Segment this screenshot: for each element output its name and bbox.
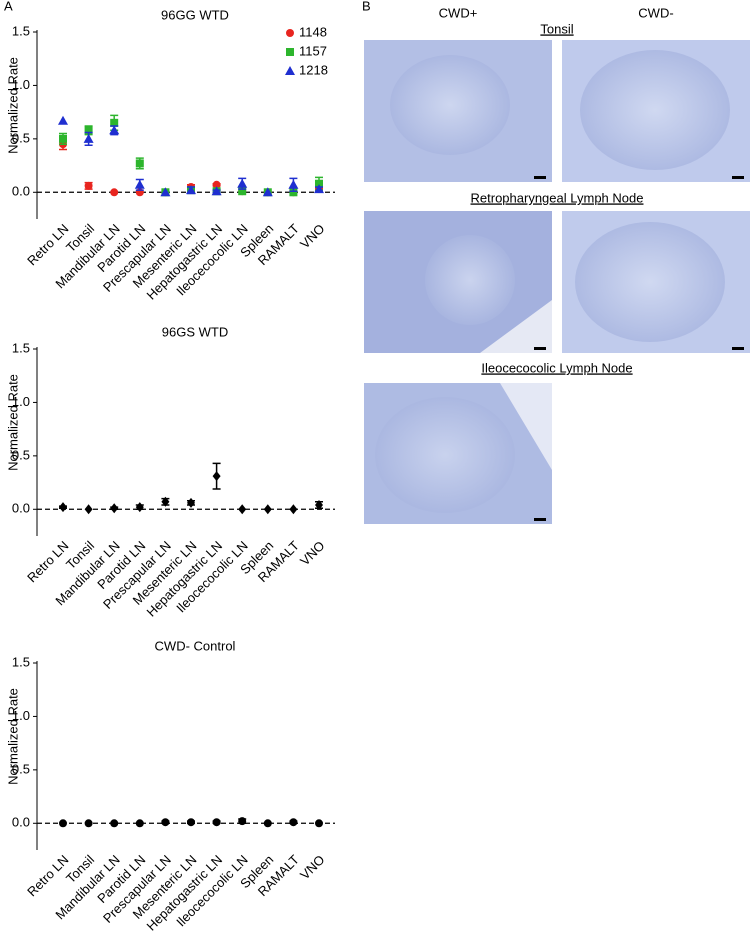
marker bbox=[289, 818, 298, 827]
marker bbox=[263, 504, 272, 515]
panel-label: A bbox=[4, 0, 13, 13]
chart-title: CWD- Control bbox=[155, 638, 236, 653]
marker bbox=[110, 118, 119, 127]
micrograph bbox=[562, 211, 750, 353]
marker bbox=[286, 48, 294, 56]
marker bbox=[238, 817, 247, 826]
y-tick-label: 1.5 bbox=[12, 340, 30, 355]
y-tick-label: 1.0 bbox=[12, 77, 30, 92]
marker bbox=[110, 819, 119, 828]
marker bbox=[161, 818, 170, 827]
y-tick-label: 1.0 bbox=[12, 394, 30, 409]
micrograph bbox=[562, 40, 750, 182]
marker bbox=[212, 818, 221, 827]
marker bbox=[285, 66, 295, 75]
marker bbox=[315, 819, 323, 828]
y-tick-label: 1.0 bbox=[12, 708, 30, 723]
marker bbox=[286, 29, 294, 37]
column-label: CWD- bbox=[638, 5, 673, 20]
y-tick-label: 0.5 bbox=[12, 761, 30, 776]
marker bbox=[134, 179, 145, 189]
chart-title: 96GS WTD bbox=[162, 324, 228, 339]
y-tick-label: 0.5 bbox=[12, 447, 30, 462]
y-tick-label: 1.5 bbox=[12, 23, 30, 38]
column-label: CWD+ bbox=[439, 5, 478, 20]
marker bbox=[110, 188, 119, 197]
row-label: Ileocecocolic Lymph Node bbox=[481, 360, 632, 375]
x-tick-label: VNO bbox=[297, 538, 328, 569]
marker bbox=[212, 471, 221, 482]
y-tick-label: 0.0 bbox=[12, 184, 30, 199]
marker bbox=[187, 818, 195, 827]
y-axis-label: Normalized Rate bbox=[5, 688, 20, 785]
marker bbox=[58, 115, 68, 125]
marker bbox=[160, 187, 171, 197]
marker bbox=[314, 184, 324, 194]
marker bbox=[59, 502, 67, 513]
marker bbox=[84, 126, 93, 135]
marker bbox=[211, 186, 222, 196]
marker bbox=[237, 178, 248, 188]
marker bbox=[263, 819, 272, 828]
y-tick-label: 1.5 bbox=[12, 654, 30, 669]
y-tick-label: 0.5 bbox=[12, 130, 30, 145]
marker bbox=[289, 188, 298, 197]
micrograph bbox=[364, 211, 552, 353]
legend-label: 1157 bbox=[299, 43, 327, 58]
y-tick-label: 0.0 bbox=[12, 815, 30, 830]
marker bbox=[238, 187, 247, 196]
marker bbox=[262, 187, 273, 197]
legend-label: 1218 bbox=[299, 62, 328, 77]
y-axis-label: Normalized Rate bbox=[5, 57, 20, 154]
y-tick-label: 0.0 bbox=[12, 501, 30, 516]
micrograph bbox=[364, 383, 552, 524]
marker bbox=[315, 500, 323, 511]
marker bbox=[135, 502, 144, 513]
marker bbox=[187, 497, 195, 508]
marker bbox=[186, 185, 196, 195]
marker bbox=[110, 503, 119, 514]
marker bbox=[59, 819, 67, 828]
micrograph bbox=[364, 40, 552, 182]
marker bbox=[84, 819, 93, 828]
marker bbox=[83, 133, 94, 143]
y-axis-label: Normalized Rate bbox=[5, 374, 20, 471]
legend-label: 1148 bbox=[299, 24, 327, 39]
row-label: Retropharyngeal Lymph Node bbox=[471, 190, 644, 205]
marker bbox=[84, 181, 93, 190]
marker bbox=[109, 125, 120, 135]
marker bbox=[84, 504, 93, 515]
marker bbox=[135, 159, 144, 168]
marker bbox=[212, 180, 221, 189]
x-tick-label: VNO bbox=[297, 852, 328, 883]
marker bbox=[135, 819, 144, 828]
panel-label: B bbox=[362, 0, 371, 13]
marker bbox=[289, 504, 298, 515]
marker bbox=[315, 179, 323, 188]
x-tick-label: VNO bbox=[297, 221, 328, 252]
row-label: Tonsil bbox=[540, 21, 573, 36]
marker bbox=[288, 179, 299, 189]
marker bbox=[238, 504, 247, 515]
chart-title: 96GG WTD bbox=[161, 7, 229, 22]
marker bbox=[59, 134, 67, 143]
marker bbox=[161, 496, 170, 507]
